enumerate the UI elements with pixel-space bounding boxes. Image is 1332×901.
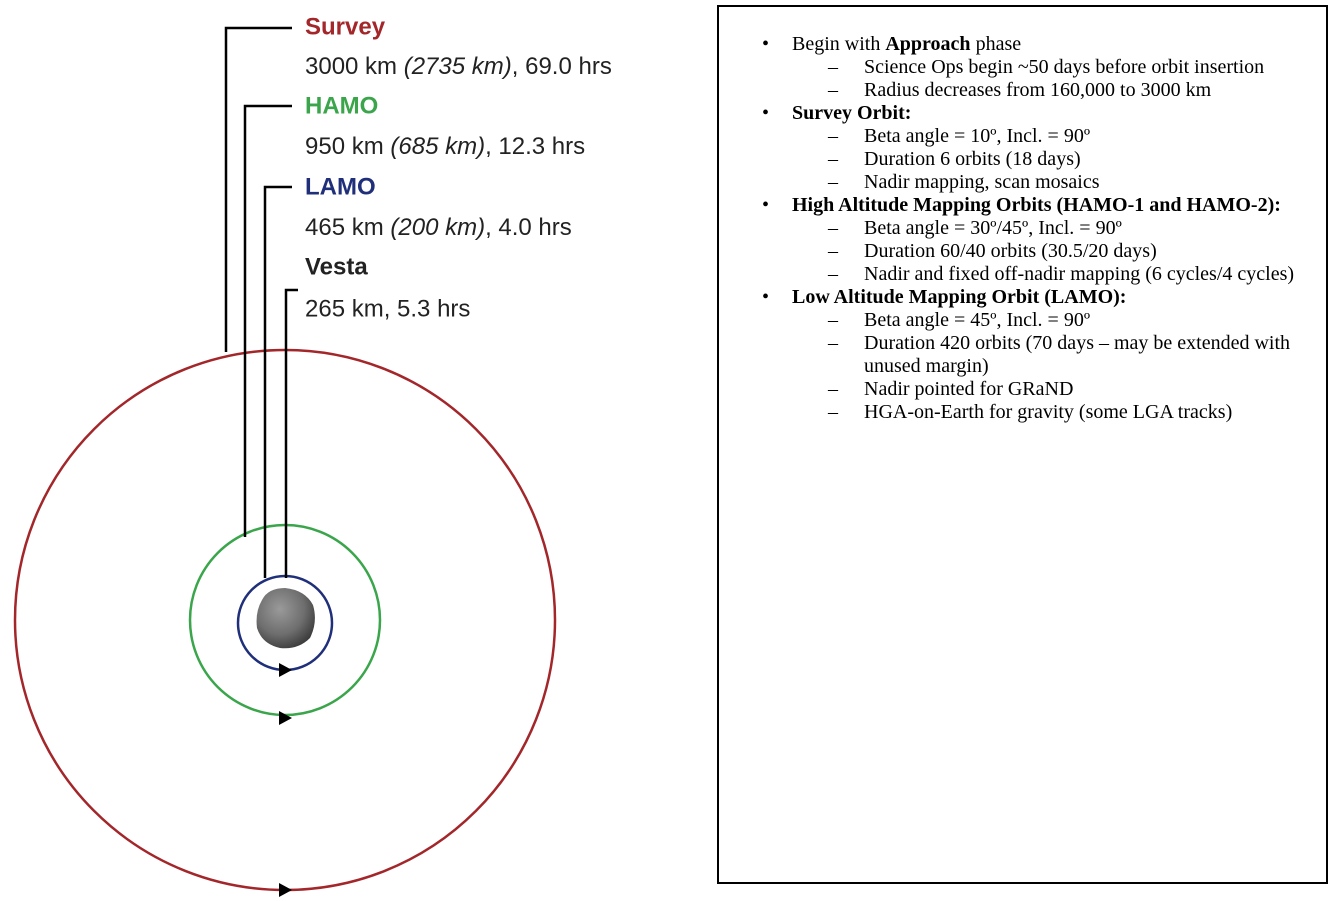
bullet: Survey Orbit:Beta angle = 10º, Incl. = 9… [762, 102, 1296, 194]
period: , 69.0 hrs [512, 53, 612, 80]
sub-bullet: Duration 60/40 orbits (30.5/20 days) [828, 240, 1296, 263]
arrow [279, 663, 292, 677]
sub-bullet: Beta angle = 30º/45º, Incl. = 90º [828, 217, 1296, 240]
bullet: Low Altitude Mapping Orbit (LAMO):Beta a… [762, 286, 1296, 424]
orbit-name: Survey [305, 13, 386, 40]
text: phase [970, 33, 1022, 55]
period: , 12.3 hrs [485, 133, 585, 160]
sub-bullet: Nadir mapping, scan mosaics [828, 171, 1296, 194]
text: Begin with [792, 33, 886, 55]
sub-bullet: Beta angle = 10º, Incl. = 90º [828, 125, 1296, 148]
altitude: (200 km) [390, 214, 485, 241]
sub-bullet: Science Ops begin ~50 days before orbit … [828, 56, 1296, 79]
bold-text: Survey Orbit: [792, 102, 912, 124]
distance: 3000 km [305, 53, 404, 80]
labels: Survey 3000 km (2735 km), 69.0 hrs HAMO 950… [305, 13, 612, 322]
notes-box: Begin with Approach phaseScience Ops beg… [717, 5, 1328, 884]
bullet: High Altitude Mapping Orbits (HAMO-1 and… [762, 194, 1296, 286]
body-name: Vesta [305, 253, 368, 280]
period: , 4.0 hrs [485, 214, 572, 241]
orbit-detail: 3000 km (2735 km), 69.0 hrs [305, 53, 612, 80]
orbit-name: HAMO [305, 92, 378, 119]
altitude: (685 km) [390, 133, 485, 160]
distance: 950 km [305, 133, 390, 160]
bold-text: Low Altitude Mapping Orbit (LAMO): [792, 286, 1127, 308]
bold-text: Approach [885, 33, 971, 55]
altitude: (2735 km) [404, 53, 512, 80]
sub-bullet: HGA-on-Earth for gravity (some LGA track… [828, 401, 1296, 424]
sub-bullet: Nadir and fixed off-nadir mapping (6 cyc… [828, 263, 1296, 286]
orbit-detail: 465 km (200 km), 4.0 hrs [305, 214, 572, 241]
bold-text: High Altitude Mapping Orbits (HAMO-1 and… [792, 194, 1281, 216]
notes: Begin with Approach phaseScience Ops beg… [719, 7, 1326, 424]
bullet: Begin with Approach phaseScience Ops beg… [762, 33, 1296, 102]
leader-lines [224, 26, 298, 578]
orbit-detail: 950 km (685 km), 12.3 hrs [305, 133, 585, 160]
sub-bullet: Duration 420 orbits (70 days – may be ex… [828, 332, 1296, 378]
sub-bullet: Nadir pointed for GRaND [828, 378, 1296, 401]
arrow [279, 711, 292, 725]
orbit-name: LAMO [305, 173, 376, 200]
orbit-diagram: Survey 3000 km (2735 km), 69.0 hrs HAMO 950… [13, 13, 612, 897]
distance: 465 km [305, 214, 390, 241]
sub-bullet: Beta angle = 45º, Incl. = 90º [828, 309, 1296, 332]
body-detail: 265 km, 5.3 hrs [305, 295, 470, 322]
sub-bullet: Radius decreases from 160,000 to 3000 km [828, 79, 1296, 102]
sub-bullet: Duration 6 orbits (18 days) [828, 148, 1296, 171]
vesta [256, 588, 315, 649]
arrow [279, 883, 292, 897]
